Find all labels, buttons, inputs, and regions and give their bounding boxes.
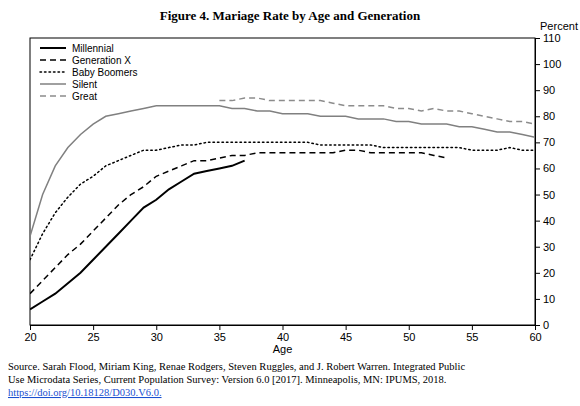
y-tick-mark: [535, 299, 540, 300]
lines: [30, 98, 535, 309]
y-tick-label: 60: [543, 162, 555, 174]
x-tick-mark: [30, 325, 31, 330]
legend-label: Great: [72, 91, 97, 102]
y-tick-label: 80: [543, 110, 555, 122]
x-tick-label: 55: [466, 331, 478, 343]
x-tick: 50: [403, 325, 415, 343]
y-tick-mark: [535, 325, 540, 326]
y-tick-label: 110: [543, 32, 561, 44]
y-tick-mark: [535, 90, 540, 91]
y-tick: 0: [535, 319, 549, 331]
x-tick-label: 20: [24, 331, 36, 343]
x-axis-line: [31, 326, 536, 331]
y-axis-title: Percent: [540, 20, 578, 32]
x-tick: 60: [529, 325, 541, 343]
y-tick-mark: [535, 168, 540, 169]
y-tick-label: 40: [543, 215, 555, 227]
source-text: Source. Sarah Flood, Miriam King, Renae …: [8, 361, 465, 372]
x-tick: 25: [88, 325, 100, 343]
y-tick: 90: [535, 84, 555, 96]
y-tick: 80: [535, 110, 555, 122]
legend-swatch: [40, 95, 66, 97]
y-tick-label: 70: [543, 136, 555, 148]
x-tick: 45: [340, 325, 352, 343]
y-tick: 100: [535, 58, 561, 70]
y-tick-mark: [535, 221, 540, 222]
y-tick-mark: [535, 116, 540, 117]
source-text: Use Microdata Series, Current Population…: [8, 374, 446, 385]
y-tick: 30: [535, 241, 555, 253]
legend-label: Millennial: [72, 43, 114, 54]
source-link[interactable]: https://doi.org/10.18128/D030.V6.0.: [8, 387, 162, 398]
x-tick-mark: [409, 325, 410, 330]
x-tick-label: 30: [151, 331, 163, 343]
x-axis-title: Age: [273, 343, 293, 355]
x-tick: 20: [24, 325, 36, 343]
x-tick-mark: [219, 325, 220, 330]
chart: Figure 4. Mariage Rate by Age and Genera…: [0, 0, 580, 406]
y-tick-mark: [535, 247, 540, 248]
plot: 2025303540455055600102030405060708090100…: [24, 20, 578, 355]
y-tick-label: 50: [543, 189, 555, 201]
x-tick-label: 25: [88, 331, 100, 343]
y-tick-mark: [535, 64, 540, 65]
legend: MillennialGeneration XBaby BoomersSilent…: [40, 43, 138, 102]
y-tick-label: 30: [543, 241, 555, 253]
y-tick: 10: [535, 293, 555, 305]
x-tick-mark: [156, 325, 157, 330]
x-tick: 55: [466, 325, 478, 343]
series-line: [30, 142, 535, 259]
y-tick-mark: [535, 38, 540, 39]
y-tick-label: 0: [543, 319, 549, 331]
y-axis-line: [536, 39, 541, 326]
y-tick-label: 10: [543, 293, 555, 305]
y-tick-mark: [535, 273, 540, 274]
x-tick-label: 45: [340, 331, 352, 343]
x-tick-label: 35: [214, 331, 226, 343]
x-tick-label: 40: [277, 331, 289, 343]
x-tick-label: 60: [529, 331, 541, 343]
title: Figure 4. Mariage Rate by Age and Genera…: [160, 8, 421, 23]
series-line: [219, 98, 535, 124]
x-tick: 40: [277, 325, 289, 343]
x-tick: 30: [151, 325, 163, 343]
legend-swatch: [40, 83, 66, 85]
y-tick: 60: [535, 162, 555, 174]
y-tick-mark: [535, 195, 540, 196]
y-tick-mark: [535, 142, 540, 143]
y-axis: 0 10 20 30 40 50 60 70 80 90 100 110: [535, 32, 561, 331]
x-tick-mark: [346, 325, 347, 330]
series-line: [30, 161, 245, 310]
legend-label: Silent: [72, 79, 97, 90]
y-tick: 70: [535, 136, 555, 148]
y-tick: 50: [535, 189, 555, 201]
y-tick-label: 100: [543, 58, 561, 70]
plot-frame: [30, 38, 535, 325]
x-tick-mark: [93, 325, 94, 330]
y-tick-label: 20: [543, 267, 555, 279]
legend-swatch: [40, 47, 66, 49]
series-line: [30, 106, 535, 236]
legend-swatch: [40, 59, 66, 61]
series-line: [30, 150, 447, 294]
legend-swatch: [40, 71, 66, 73]
y-tick-label: 90: [543, 84, 555, 96]
legend-label: Generation X: [72, 55, 131, 66]
y-tick: 40: [535, 215, 555, 227]
y-tick: 20: [535, 267, 555, 279]
y-tick: 110: [535, 32, 561, 44]
x-tick-mark: [472, 325, 473, 330]
legend-label: Baby Boomers: [72, 67, 138, 78]
x-tick: 35: [214, 325, 226, 343]
x-tick-label: 50: [403, 331, 415, 343]
x-axis: 20 25 30 35 40 45 50 55 60: [24, 325, 541, 343]
x-tick-mark: [283, 325, 284, 330]
